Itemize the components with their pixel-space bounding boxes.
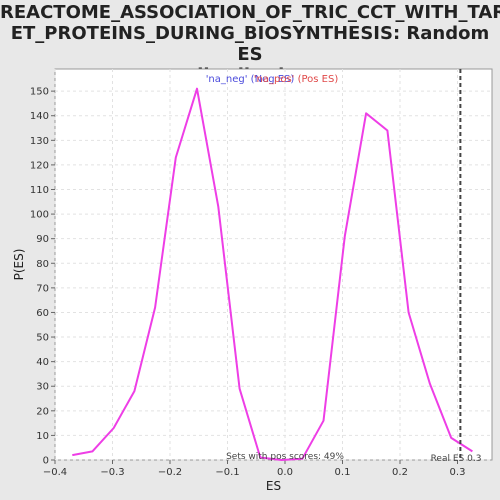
y-axis-label: P(ES) [12,249,26,281]
x-axis: −0.4 −0.3 −0.2 −0.1 0.0 0.1 0.2 0.3 [43,460,466,478]
y-tick-label: 90 [36,234,49,245]
y-tick-label: 30 [36,382,49,393]
y-tick-label: 110 [30,185,49,196]
chart-title-line-1: REACTOME_ASSOCIATION_OF_TRIC_CCT_WITH_TA… [0,2,500,23]
legend-neg-es: 'na_neg' (Neg ES) [206,74,295,85]
chart-title-line-2: ET_PROTEINS_DURING_BIOSYNTHESIS: Random … [10,23,490,65]
x-axis-label: ES [266,479,281,493]
x-tick-label: −0.4 [43,467,67,478]
x-tick-label: 0.3 [450,467,466,478]
y-tick-label: 70 [36,283,49,294]
x-tick-label: 0.1 [335,467,351,478]
x-tick-label: −0.3 [100,467,124,478]
series-layer [72,87,473,461]
pos-scores-note: Sets with pos scores: 49% [226,452,344,462]
legend-pos-es: 'na_pos' (Pos ES) [254,74,339,85]
y-tick-label: 130 [30,136,49,147]
y-tick-label: 0 [43,456,49,467]
y-tick-label: 40 [36,357,49,368]
x-tick-label: −0.1 [215,467,239,478]
plot-area [54,68,493,461]
x-tick-label: 0.0 [277,467,293,478]
x-tick-label: −0.2 [158,467,182,478]
y-tick-label: 10 [36,431,49,442]
y-tick-label: 60 [36,308,49,319]
y-tick-label: 150 [30,87,49,98]
x-tick-label: 0.2 [392,467,408,478]
y-tick-label: 120 [30,160,49,171]
y-tick-label: 140 [30,111,49,122]
y-tick-label: 20 [36,406,49,417]
y-axis: 0 10 20 30 40 50 60 70 80 90 100 110 120 130 140 150 [30,87,55,467]
y-tick-label: 50 [36,333,49,344]
y-tick-label: 100 [30,210,49,221]
real-es-label: Real ES 0.3 [431,454,482,464]
grid-lines [54,69,492,461]
y-tick-label: 80 [36,259,49,270]
es-distribution-line [72,87,473,461]
